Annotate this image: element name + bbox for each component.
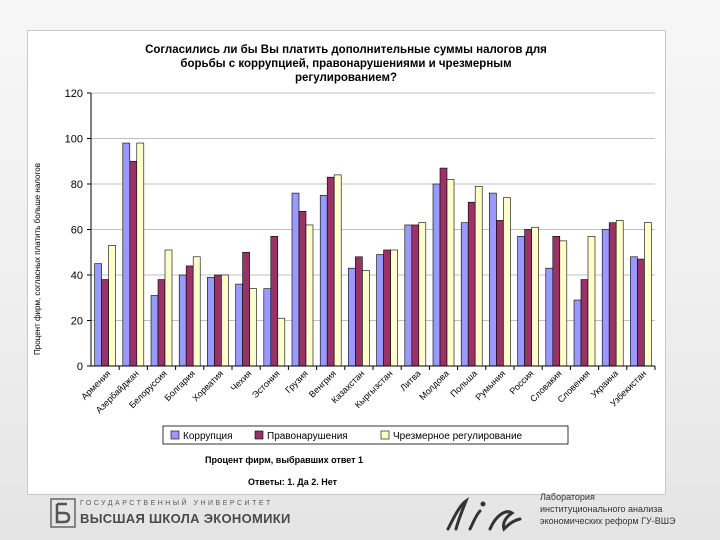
y-tick-label: 60 <box>71 225 83 237</box>
bar-corruption <box>545 267 554 367</box>
bar-offenses <box>298 211 307 367</box>
hse-branding: ГОСУДАРСТВЕННЫЙ УНИВЕРСИТЕТ ВЫСШАЯ ШКОЛА… <box>50 494 350 534</box>
bar-regulation <box>277 317 286 367</box>
legend-label: Чрезмерное регулирование <box>393 431 523 442</box>
y-tick-label: 0 <box>77 361 83 373</box>
hse-logo-icon <box>50 498 76 528</box>
bar-offenses <box>157 279 166 367</box>
bar-corruption <box>573 299 582 367</box>
chart-panel: Согласились ли бы Вы платить дополнитель… <box>27 30 666 495</box>
bar-corruption <box>489 192 497 367</box>
legend-swatch <box>254 430 264 440</box>
y-tick-label: 40 <box>71 270 83 282</box>
y-tick-label: 20 <box>71 316 83 328</box>
bar-offenses <box>608 222 617 367</box>
bar-corruption <box>319 195 328 367</box>
bar-offenses <box>129 160 138 367</box>
bar-regulation <box>474 185 483 367</box>
university-small-caption: ГОСУДАРСТВЕННЫЙ УНИВЕРСИТЕТ <box>80 500 273 507</box>
bar-offenses <box>101 279 109 367</box>
lab-caption-line-1: Лаборатория <box>540 492 595 502</box>
bar-offenses <box>467 201 476 367</box>
bar-regulation <box>559 240 568 367</box>
bar-regulation <box>305 224 314 367</box>
bar-offenses <box>524 229 532 367</box>
chart-title-line-1: Согласились ли бы Вы платить дополнитель… <box>145 44 547 56</box>
bar-corruption <box>601 229 610 367</box>
bar-offenses <box>411 224 420 367</box>
bar-offenses <box>496 220 504 367</box>
x-category-label: Грузия <box>283 368 310 395</box>
bar-regulation <box>644 222 652 367</box>
bar-regulation <box>503 197 511 367</box>
bar-regulation <box>108 245 116 367</box>
lab-caption: Лаборатория институционального анализа э… <box>540 491 675 527</box>
chart-title-line-3: регулированием? <box>295 72 397 84</box>
legend-label: Коррупция <box>183 431 233 442</box>
bar-regulation <box>221 274 229 367</box>
bar-regulation <box>418 222 427 367</box>
note-answers: Ответы: 1. Да 2. Нет <box>248 477 338 487</box>
bar-offenses <box>439 167 448 367</box>
bar-regulation <box>249 288 257 367</box>
bar-regulation <box>362 270 370 367</box>
lab-logo-icon <box>446 497 522 532</box>
bar-corruption <box>348 267 356 367</box>
bar-offenses <box>580 279 589 367</box>
bar-offenses <box>326 176 335 367</box>
bar-corruption <box>404 224 413 367</box>
bar-offenses <box>214 274 222 367</box>
bar-regulation <box>333 174 342 367</box>
legend-swatch <box>380 430 390 440</box>
x-category-label: Эстония <box>250 368 282 400</box>
x-category-label: Литва <box>398 368 423 393</box>
bar-offenses <box>242 251 250 367</box>
bar-corruption <box>291 192 300 367</box>
bar-offenses <box>552 236 561 367</box>
legend-box <box>162 425 569 445</box>
note-percent-chose-1: Процент фирм, выбравших ответ 1 <box>205 455 364 465</box>
x-category-label: Румыния <box>473 368 507 402</box>
chart-title-line-2: борьбы с коррупцией, правонарушениями и … <box>180 58 511 70</box>
bar-corruption <box>150 295 159 367</box>
y-tick-label: 80 <box>71 179 83 191</box>
legend-label: Правонарушения <box>267 431 348 442</box>
lab-caption-line-2: институционального анализа <box>540 504 663 514</box>
bar-corruption <box>122 142 131 367</box>
bar-regulation <box>136 142 145 367</box>
y-tick-label: 120 <box>65 88 83 100</box>
bar-regulation <box>164 249 173 367</box>
bar-corruption <box>432 183 441 367</box>
bar-offenses <box>637 258 645 367</box>
bar-corruption <box>235 283 243 367</box>
bar-corruption <box>263 288 272 367</box>
bar-regulation <box>615 220 624 367</box>
x-category-label: Хорватия <box>190 368 225 403</box>
bar-corruption <box>460 222 469 367</box>
bar-corruption <box>517 236 525 367</box>
x-category-label: Молдова <box>417 368 451 402</box>
bar-offenses <box>270 236 279 367</box>
bar-regulation <box>390 249 398 367</box>
bar-corruption <box>178 274 187 367</box>
bar-regulation <box>192 256 201 367</box>
x-category-label: Чехия <box>229 368 254 393</box>
bar-offenses <box>383 249 391 367</box>
x-category-label: Россия <box>508 368 536 396</box>
bar-chart: Согласились ли бы Вы платить дополнитель… <box>33 44 656 445</box>
lab-caption-line-3: экономических реформ ГУ-ВШЭ <box>540 516 676 526</box>
bar-regulation <box>446 179 455 367</box>
bar-offenses <box>355 256 363 367</box>
bar-offenses <box>185 265 194 367</box>
bar-corruption <box>376 254 384 367</box>
bar-regulation <box>531 226 539 367</box>
y-axis-label: Процент фирм, согласных платить больше н… <box>33 163 42 355</box>
university-name: ВЫСШАЯ ШКОЛА ЭКОНОМИКИ <box>80 511 291 526</box>
bar-regulation <box>587 236 596 367</box>
legend-swatch <box>170 430 180 440</box>
y-tick-label: 100 <box>65 134 83 146</box>
bar-corruption <box>630 256 638 367</box>
bar-corruption <box>94 263 102 367</box>
bar-corruption <box>207 276 215 367</box>
